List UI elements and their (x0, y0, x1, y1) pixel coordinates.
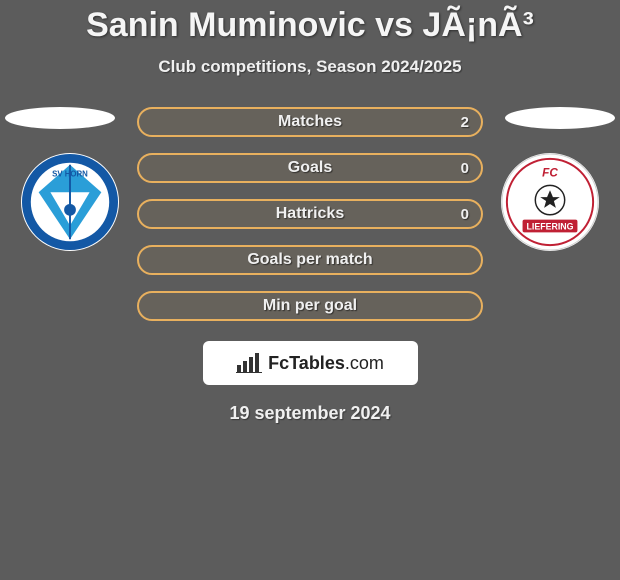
stat-label: Goals (288, 159, 332, 177)
page-title: Sanin Muminovic vs JÃ¡nÃ³ (0, 0, 620, 45)
stat-pill: Hattricks 0 (137, 199, 483, 229)
right-ellipse-decoration (505, 107, 615, 129)
stat-row: Goals per match (137, 245, 483, 275)
stats-container: SV HORN FC LIEFERING Matches2Goals0Hattr… (0, 107, 620, 321)
stat-label: Min per goal (263, 297, 357, 315)
sv-horn-logo-icon: SV HORN (21, 153, 119, 251)
stat-row: Min per goal (137, 291, 483, 321)
page-subtitle: Club competitions, Season 2024/2025 (0, 57, 620, 77)
stat-row: Goals 0 (137, 153, 483, 183)
stat-pill: Matches 2 (137, 107, 483, 137)
svg-text:LIEFERING: LIEFERING (526, 221, 573, 231)
date-text: 19 september 2024 (0, 403, 620, 424)
branding-box: FcTables.com (203, 341, 418, 385)
left-ellipse-decoration (5, 107, 115, 129)
bar-chart-icon (236, 353, 262, 373)
stat-value: 0 (461, 160, 469, 177)
stat-value: 0 (461, 206, 469, 223)
stat-row: Hattricks 0 (137, 199, 483, 229)
stat-label: Matches (278, 113, 342, 131)
stat-value: 2 (461, 114, 469, 131)
stat-pill: Goals 0 (137, 153, 483, 183)
right-club-logo: FC LIEFERING (501, 153, 599, 251)
stat-pill: Goals per match (137, 245, 483, 275)
stat-label: Hattricks (276, 205, 344, 223)
stat-row: Matches 2 (137, 107, 483, 137)
branding-text: FcTables.com (268, 353, 384, 374)
stat-pill: Min per goal (137, 291, 483, 321)
left-club-logo: SV HORN (21, 153, 119, 251)
stat-label: Goals per match (247, 251, 372, 269)
svg-text:SV HORN: SV HORN (52, 170, 88, 179)
svg-text:FC: FC (542, 167, 558, 180)
fc-liefering-logo-icon: FC LIEFERING (501, 153, 599, 251)
